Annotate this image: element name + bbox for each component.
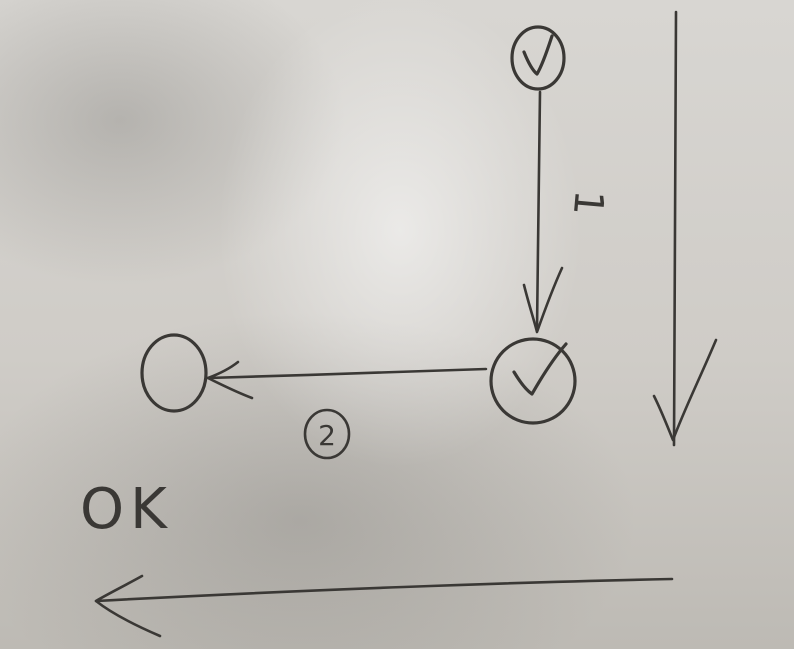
edge-2-label-circle bbox=[303, 408, 351, 460]
edge-1-line bbox=[535, 90, 542, 332]
edge-1: 1 bbox=[522, 90, 612, 334]
check-icon bbox=[522, 34, 554, 76]
edge-2-arrowhead bbox=[206, 360, 254, 400]
check-icon bbox=[512, 342, 568, 396]
side-note: OK bbox=[80, 477, 173, 542]
horizontal-arrow-line bbox=[94, 577, 674, 603]
horizontal-arrow-head bbox=[94, 574, 162, 638]
edge-2-line bbox=[206, 367, 488, 380]
edge-1-arrowhead bbox=[522, 266, 564, 334]
vertical-arrow bbox=[652, 10, 718, 447]
horizontal-arrow bbox=[94, 574, 674, 638]
left-node-circle bbox=[140, 333, 208, 413]
edge-2-label: 2 bbox=[318, 419, 336, 452]
middle-node bbox=[489, 337, 577, 425]
top-node bbox=[510, 25, 566, 91]
left-node bbox=[140, 333, 208, 413]
vertical-arrow-head bbox=[652, 338, 718, 442]
middle-node-circle bbox=[489, 337, 577, 425]
edge-1-label: 1 bbox=[564, 188, 612, 217]
top-node-circle bbox=[510, 25, 566, 91]
vertical-arrow-line bbox=[672, 10, 678, 447]
edge-2: 2 bbox=[206, 360, 488, 460]
